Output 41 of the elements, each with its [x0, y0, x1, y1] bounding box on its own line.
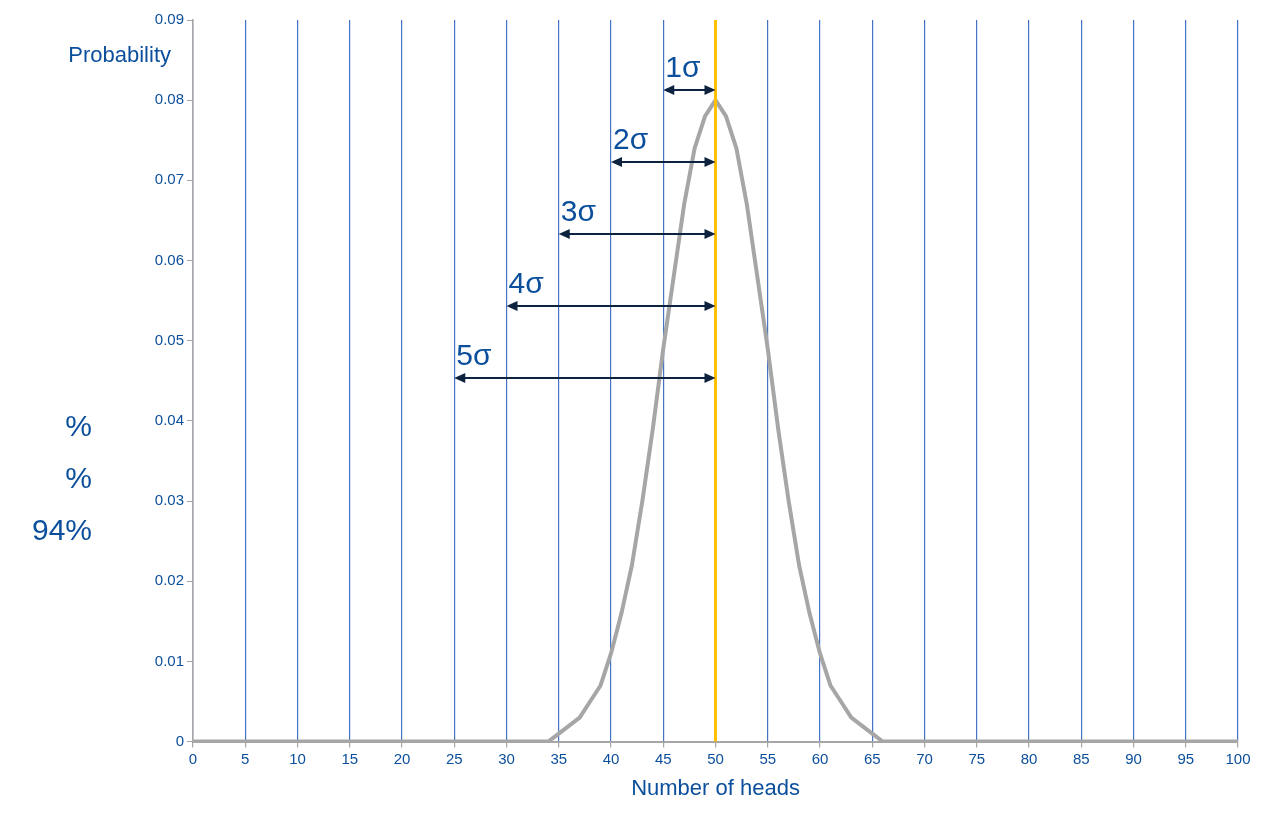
y-tick-label: 0.03 [154, 491, 184, 509]
y-tick-label: 0.09 [154, 10, 184, 28]
x-tick-label: 90 [1125, 749, 1142, 767]
x-tick-label: 45 [654, 749, 672, 767]
x-tick-label: 30 [498, 749, 515, 767]
x-tick-label: 75 [968, 749, 986, 767]
x-tick-label: 85 [1072, 749, 1090, 767]
x-tick-label: 0 [188, 749, 198, 767]
text: % [65, 461, 92, 495]
text: % [65, 409, 92, 443]
x-tick-label: 40 [602, 749, 620, 767]
y-axis-title: Probability [68, 42, 171, 68]
y-tick-label: 0.08 [154, 90, 184, 108]
x-tick-label: 100 [1225, 749, 1251, 767]
x-tick-label: 20 [393, 749, 411, 767]
x-tick-label: 80 [1020, 749, 1038, 767]
y-tick-label: 0.06 [154, 250, 184, 268]
x-tick-label: 60 [811, 749, 829, 767]
y-tick-label: 0.05 [154, 330, 184, 348]
y-tick-label: 0.04 [154, 411, 184, 429]
x-axis-title: Number of heads [631, 774, 800, 800]
x-tick-label: 50 [707, 749, 724, 767]
x-tick-label: 35 [550, 749, 568, 767]
y-tick-label: 0.01 [154, 651, 184, 669]
x-tick-label: 15 [341, 749, 359, 767]
x-tick-label: 95 [1177, 749, 1195, 767]
x-tick-label: 65 [863, 749, 881, 767]
text: 94% [31, 513, 92, 547]
annotation: 1σ [665, 50, 701, 84]
annotation: 2σ [613, 122, 649, 156]
annotation: 3σ [560, 194, 597, 228]
x-tick-label: 5 [241, 749, 250, 767]
annotation: 5σ [456, 338, 492, 372]
x-tick-label: 25 [445, 749, 463, 767]
x-tick-label: 10 [289, 749, 306, 767]
annotation: 4σ [508, 266, 545, 300]
x-tick-label: 55 [759, 749, 777, 767]
x-tick-label: 70 [916, 749, 933, 767]
y-tick-label: 0.02 [154, 571, 184, 589]
y-tick-label: 0 [175, 731, 184, 749]
y-tick-label: 0.07 [154, 170, 184, 188]
